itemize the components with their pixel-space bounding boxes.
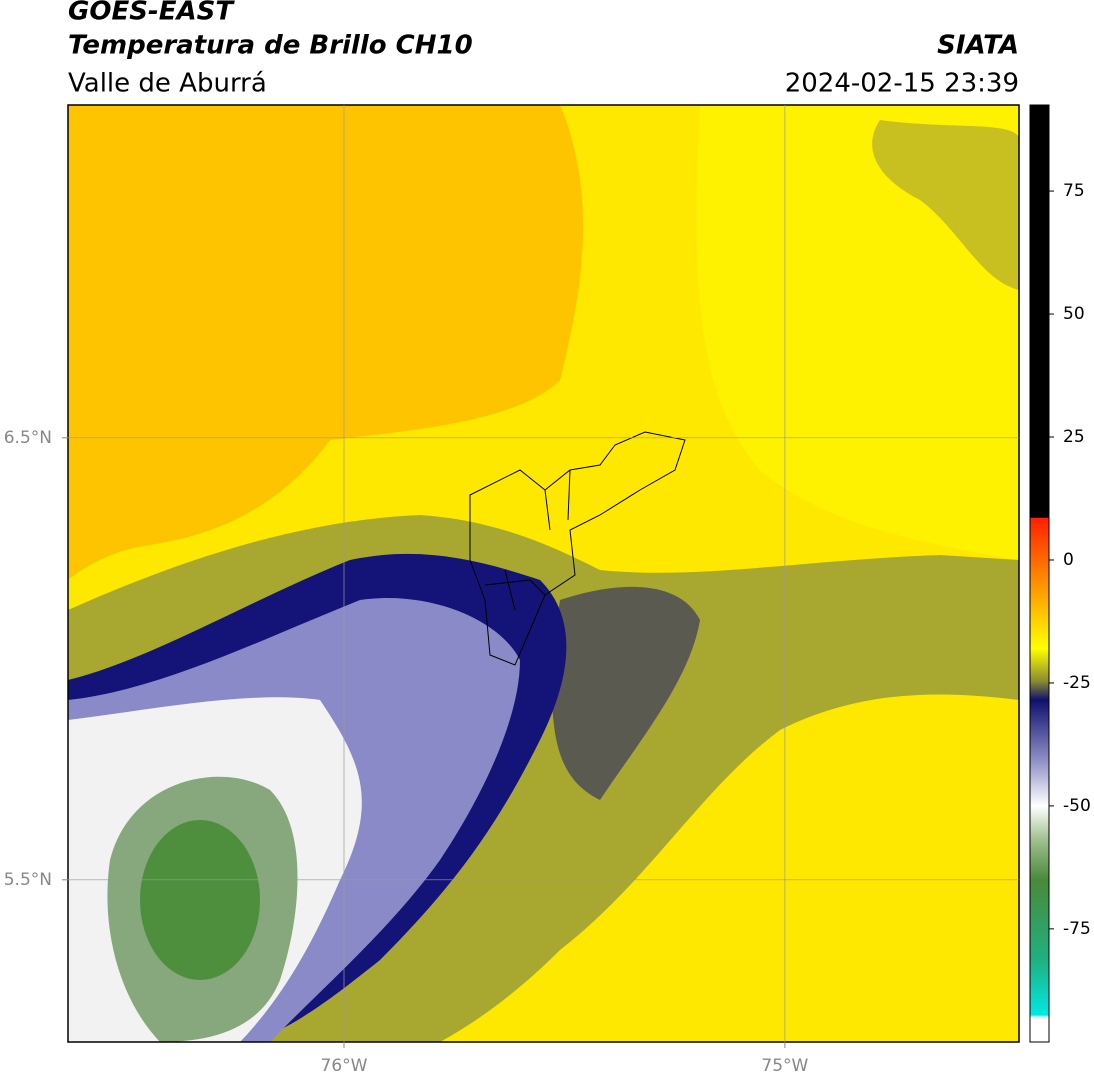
- region: Valle de Aburrá: [68, 69, 267, 99]
- colorbar-tick-label: 50: [1063, 304, 1085, 324]
- colorbar-tick-label: 25: [1063, 427, 1085, 447]
- colorbar: [1029, 104, 1050, 1043]
- x-tick-label: 75°W: [761, 1056, 808, 1076]
- subtitle: Temperatura de Brillo CH10: [68, 31, 473, 61]
- source: SIATA: [937, 31, 1019, 61]
- colorbar-tick-label: -75: [1063, 919, 1091, 939]
- colorbar-tick-label: -50: [1063, 796, 1091, 816]
- map-frame: [67, 104, 1020, 1043]
- colorbar-tick-label: 75: [1063, 181, 1085, 201]
- y-tick-label: 6.5°N: [4, 428, 52, 448]
- colorbar-tick-label: -25: [1063, 673, 1091, 693]
- colorbar-tick-label: 0: [1063, 550, 1074, 570]
- y-tick-label: 5.5°N: [4, 870, 52, 890]
- x-tick-label: 76°W: [321, 1056, 368, 1076]
- satellite-image: [68, 105, 1019, 1042]
- datetime: 2024-02-15 23:39: [785, 69, 1019, 99]
- title: GOES-EAST: [68, 0, 235, 27]
